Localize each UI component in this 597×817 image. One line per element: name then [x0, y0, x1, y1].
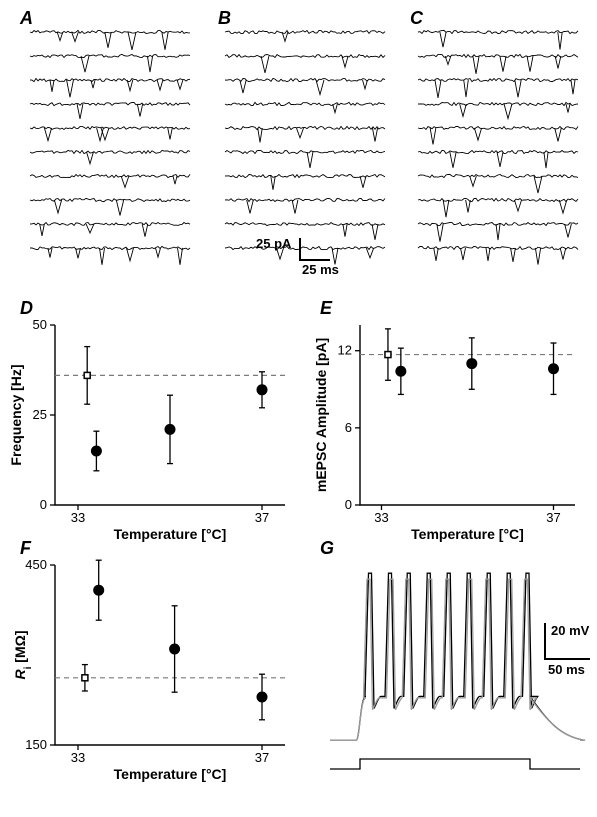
svg-text:Frequency [Hz]: Frequency [Hz]	[8, 364, 24, 465]
svg-text:mEPSC Amplitude [pA]: mEPSC Amplitude [pA]	[313, 338, 329, 492]
figure-svg: 25 pA 25 ms 0 25 50 33 37 Temperature [°C] Frequ…	[0, 0, 597, 817]
svg-text:37: 37	[255, 750, 269, 765]
svg-text:Temperature [°C]: Temperature [°C]	[411, 526, 524, 542]
svg-text:50: 50	[33, 317, 47, 332]
svg-text:37: 37	[546, 510, 560, 525]
svg-text:25 pA: 25 pA	[256, 236, 292, 251]
svg-text:12: 12	[338, 343, 352, 358]
svg-text:6: 6	[345, 420, 352, 435]
svg-text:20 mV: 20 mV	[551, 623, 590, 638]
svg-text:450: 450	[25, 557, 47, 572]
svg-text:Ri [MΩ]: Ri [MΩ]	[12, 630, 34, 679]
svg-text:50 ms: 50 ms	[548, 662, 585, 677]
svg-text:0: 0	[345, 497, 352, 512]
svg-text:25 ms: 25 ms	[302, 262, 339, 277]
scientific-figure: A B C D E F G 25 pA25 ms025503337Tempera…	[0, 0, 597, 817]
svg-text:33: 33	[71, 750, 85, 765]
svg-text:0: 0	[40, 497, 47, 512]
svg-text:33: 33	[374, 510, 388, 525]
svg-text:25: 25	[33, 407, 47, 422]
svg-text:Temperature [°C]: Temperature [°C]	[114, 526, 227, 542]
svg-text:150: 150	[25, 737, 47, 752]
svg-text:33: 33	[71, 510, 85, 525]
svg-text:Temperature [°C]: Temperature [°C]	[114, 766, 227, 782]
svg-text:37: 37	[255, 510, 269, 525]
